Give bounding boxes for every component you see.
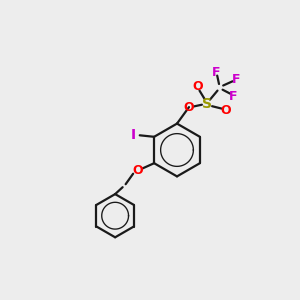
Text: I: I bbox=[131, 128, 136, 142]
Text: F: F bbox=[229, 90, 237, 103]
Text: O: O bbox=[220, 104, 231, 117]
Text: S: S bbox=[202, 97, 212, 111]
Text: F: F bbox=[212, 65, 221, 79]
Text: F: F bbox=[232, 73, 240, 86]
Text: O: O bbox=[184, 100, 194, 114]
Text: O: O bbox=[193, 80, 203, 93]
Text: O: O bbox=[132, 164, 143, 177]
